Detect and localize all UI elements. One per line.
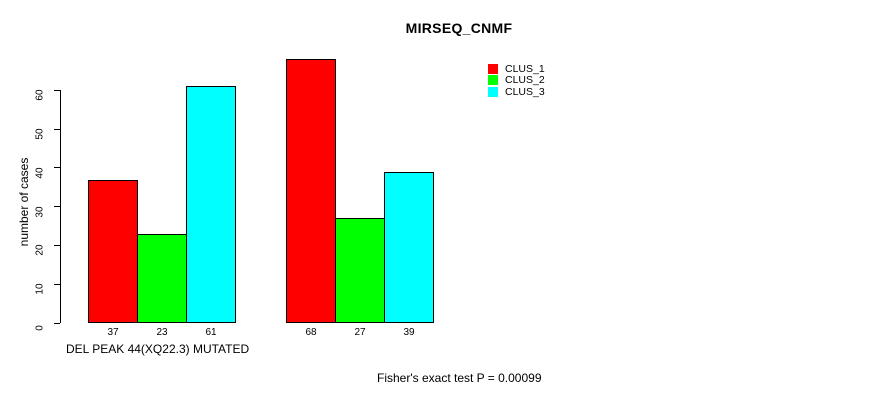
y-tick-mark — [54, 167, 60, 169]
bar-value-label: 27 — [354, 327, 366, 338]
legend: CLUS_1 CLUS_2 CLUS_3 — [488, 63, 545, 98]
y-tick-label-text: 50 — [34, 128, 46, 140]
bar-clus_3-group2 — [384, 171, 434, 323]
y-tick-label-text: 60 — [34, 89, 46, 101]
bar-clus_1-group1 — [88, 179, 138, 323]
bar-clus_1-group2 — [286, 59, 336, 323]
y-axis-label-text: number of cases — [17, 157, 31, 247]
bar-value-label: 23 — [156, 327, 168, 338]
legend-swatch-icon — [488, 63, 498, 74]
legend-row-clus_1: CLUS_1 — [488, 63, 545, 75]
bar-value-label: 61 — [205, 327, 217, 338]
bar-value-label: 68 — [305, 327, 317, 338]
bar-clus_3-group1 — [186, 86, 236, 323]
bar-value-label: 39 — [403, 327, 415, 338]
y-tick-label-text: 10 — [34, 283, 46, 295]
legend-label: CLUS_3 — [505, 85, 545, 98]
y-tick-label-text: 40 — [34, 167, 46, 179]
legend-swatch-icon — [488, 75, 498, 86]
y-tick-label-text: 30 — [34, 206, 46, 218]
legend-label: CLUS_1 — [505, 62, 545, 75]
y-tick-mark — [54, 128, 60, 130]
y-tick-label-text: 0 — [34, 325, 46, 331]
chart-title: MIRSEQ_CNMF — [405, 20, 513, 36]
bar-clus_2-group1 — [137, 233, 187, 323]
y-tick-mark — [54, 206, 60, 208]
y-tick-mark — [54, 89, 60, 91]
y-tick-mark — [54, 244, 60, 246]
x-axis-group-label: DEL PEAK 44(XQ22.3) MUTATED — [66, 342, 250, 356]
bar-value-label: 37 — [107, 327, 119, 338]
y-axis-line — [60, 90, 61, 323]
legend-row-clus_2: CLUS_2 — [488, 74, 545, 87]
legend-row-clus_3: CLUS_3 — [488, 86, 545, 98]
y-tick-label-text: 20 — [34, 244, 46, 256]
fisher-test-annotation: Fisher's exact test P = 0.00099 — [377, 371, 542, 385]
legend-label: CLUS_2 — [505, 74, 545, 87]
y-tick-mark — [54, 283, 60, 285]
y-tick-mark — [54, 322, 60, 324]
legend-swatch-icon — [488, 86, 498, 97]
bar-clus_2-group2 — [335, 218, 385, 323]
